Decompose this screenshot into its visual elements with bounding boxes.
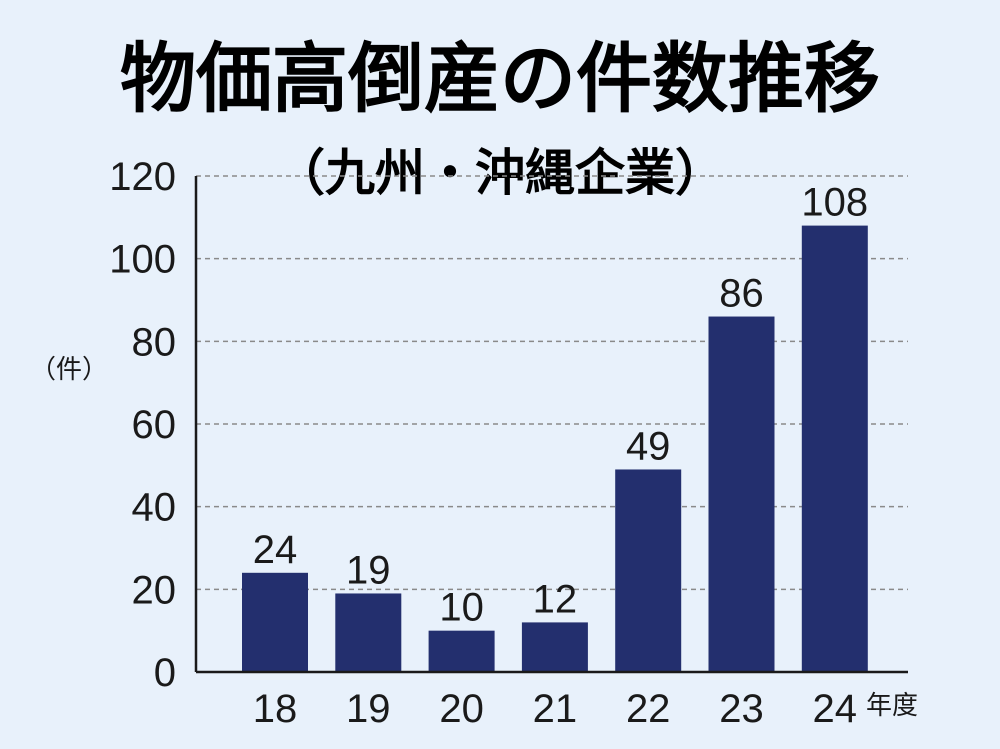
bar-value-label: 108: [801, 181, 868, 225]
y-tick-label: 100: [109, 238, 176, 282]
bar-value-label: 24: [253, 528, 298, 572]
bar-value-label: 12: [533, 577, 578, 621]
bar: [521, 622, 588, 672]
y-axis-unit-label: （件）: [30, 355, 108, 385]
bar-value-label: 49: [626, 424, 671, 468]
bars: [242, 225, 868, 672]
bar: [801, 225, 868, 672]
x-tick-label: 24: [813, 687, 858, 731]
y-tick-label: 40: [132, 486, 177, 530]
gridlines: [196, 175, 908, 591]
y-tick-label: 20: [132, 568, 177, 612]
x-tick-label: 23: [719, 687, 764, 731]
bar: [242, 572, 308, 672]
y-tick-label: 80: [132, 320, 177, 364]
x-axis-unit-label: 年度: [866, 691, 918, 721]
chart-subtitle: （九州・沖縄企業）: [275, 144, 725, 202]
bar-value-label: 86: [719, 272, 764, 316]
bar: [708, 316, 775, 672]
x-tick-labels: 18 19 20 21 22 23 24: [253, 687, 857, 731]
bar-value-labels: 24 19 10 12 49 86 108: [253, 181, 868, 630]
x-tick-label: 21: [533, 687, 578, 731]
x-tick-label: 22: [626, 687, 671, 731]
bar-value-label: 19: [346, 548, 391, 592]
y-tick-label: 120: [109, 155, 176, 199]
bar-value-label: 10: [439, 586, 484, 630]
x-tick-label: 18: [253, 687, 298, 731]
y-tick-labels: 0 20 40 60 80 100 120: [109, 155, 176, 695]
x-tick-label: 20: [439, 687, 484, 731]
bar: [335, 593, 402, 672]
chart-title: 物価高倒産の件数推移: [120, 34, 880, 123]
bar: [428, 630, 495, 672]
x-tick-label: 19: [346, 687, 391, 731]
y-tick-label: 0: [154, 651, 176, 695]
y-tick-label: 60: [132, 403, 177, 447]
bar: [615, 469, 682, 672]
